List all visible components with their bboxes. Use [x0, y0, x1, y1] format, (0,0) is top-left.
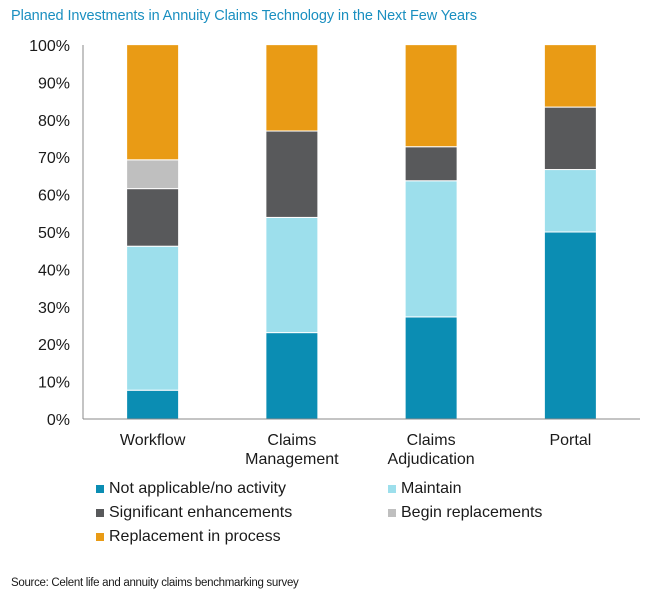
bar-segment — [543, 231, 597, 420]
legend-item: Not applicable/no activity — [96, 480, 286, 498]
legend-label: Maintain — [401, 480, 462, 497]
y-tick-label: 40% — [38, 262, 70, 279]
legend-label: Significant enhancements — [109, 504, 293, 521]
legend-swatch — [96, 485, 104, 493]
y-tick-label: 60% — [38, 188, 70, 205]
y-tick-label: 10% — [38, 375, 70, 392]
bar-segment — [126, 188, 180, 247]
stacked-bar-chart: 0% 10% 20% 30% 40% 50% 60% 70% 80% 90% 100% Workfl… — [29, 38, 640, 468]
bar-segment — [265, 332, 319, 420]
x-tick-label: Claims Management — [245, 432, 339, 468]
legend-swatch — [96, 533, 104, 541]
bar-segment — [404, 44, 458, 148]
y-tick-label: 90% — [38, 75, 70, 92]
bar-segment — [126, 245, 180, 391]
x-axis-labels: Workflow Claims Management Claims Adjudicati… — [120, 432, 591, 468]
bars — [126, 44, 597, 420]
legend-label: Begin replacements — [401, 504, 543, 521]
bar-segment — [265, 44, 319, 132]
x-tick-label: Portal — [549, 432, 591, 449]
y-tick-label: 30% — [38, 300, 70, 317]
bar-segment — [265, 130, 319, 218]
bar-segment — [265, 216, 319, 334]
bar-segment — [126, 389, 180, 420]
legend-swatch — [96, 509, 104, 517]
bar-segment — [404, 180, 458, 318]
legend-item: Begin replacements — [388, 504, 542, 522]
legend-label: Replacement in process — [109, 528, 281, 545]
y-tick-label: 100% — [29, 38, 70, 55]
x-tick-label: Claims Adjudication — [388, 432, 475, 468]
legend-item: Significant enhancements — [96, 504, 292, 522]
x-tick-label: Workflow — [120, 432, 186, 449]
bar-segment — [543, 106, 597, 171]
bar-segment — [126, 44, 180, 161]
legend-item: Maintain — [388, 480, 461, 498]
y-tick-label: 0% — [47, 412, 70, 429]
legend-swatch — [388, 509, 396, 517]
bar-segment — [543, 169, 597, 233]
source-note: Source: Celent life and annuity claims b… — [11, 577, 299, 589]
legend-item: Replacement in process — [96, 528, 281, 546]
bar-segment — [404, 146, 458, 182]
bar-segment — [543, 44, 597, 108]
y-tick-label: 50% — [38, 225, 70, 242]
chart-title: Planned Investments in Annuity Claims Te… — [11, 8, 477, 24]
legend-label: Not applicable/no activity — [109, 480, 286, 497]
y-axis-ticks: 0% 10% 20% 30% 40% 50% 60% 70% 80% 90% 100% — [29, 38, 70, 429]
y-tick-label: 20% — [38, 337, 70, 354]
y-tick-label: 80% — [38, 113, 70, 130]
bar-segment — [404, 316, 458, 420]
y-tick-label: 70% — [38, 150, 70, 167]
bar-segment — [126, 159, 180, 190]
legend-swatch — [388, 485, 396, 493]
